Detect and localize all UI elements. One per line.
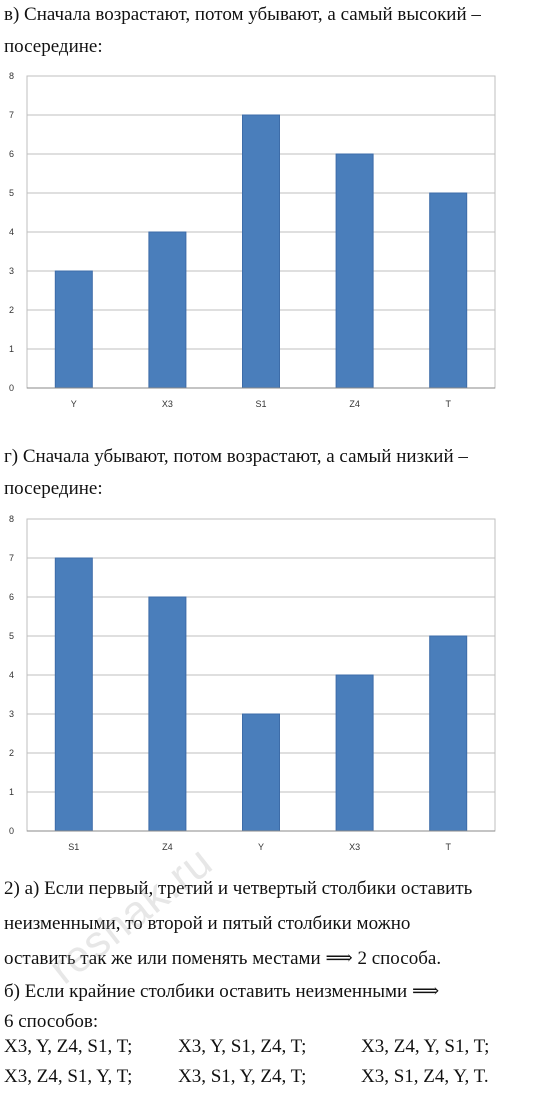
chart-v-svg: 0 1 2 3 4 5 6 7 8 Y X3 S1 Z4 T [9,71,496,409]
y-tick-label: 8 [9,514,14,524]
bar-s1 [242,114,280,389]
part2-line4: б) Если крайние столбики оставить неизме… [4,981,440,1002]
y-tick-label: 4 [9,227,14,237]
y-tick-label: 6 [9,592,14,602]
y-tick-label: 5 [9,631,14,641]
part2-line2: неизменными, то второй и пятый столбики … [4,913,411,934]
y-tick-label: 0 [9,383,14,393]
bar-x3 [148,231,187,389]
bar-z4 [335,153,374,389]
y-tick-label: 1 [9,787,14,797]
x-tick-label: S1 [255,399,266,409]
y-tick-label: 3 [9,709,14,719]
x-tick-label: Y [258,842,264,852]
y-tick-label: 3 [9,266,14,276]
bar-y [242,713,280,832]
way-1: X3, Y, Z4, S1, T; [4,1036,133,1057]
way-6: X3, S1, Z4, Y, T. [361,1066,489,1087]
x-tick-label: Y [71,399,77,409]
y-tick-label: 7 [9,553,14,563]
part2-line1: 2) а) Если первый, третий и четвертый ст… [4,878,473,899]
y-tick-label: 2 [9,305,14,315]
y-tick-label: 2 [9,748,14,758]
way-3: X3, Z4, Y, S1, T; [361,1036,490,1057]
x-tick-label: S1 [68,842,79,852]
bar-t [429,192,468,389]
way-4: X3, Z4, S1, Y, T; [4,1066,133,1087]
bar-x3 [335,674,374,832]
y-tick-label: 7 [9,110,14,120]
bar-s1 [54,557,93,832]
section-g-heading-line1: г) Сначала убывают, потом возрастают, а … [4,446,468,467]
y-tick-label: 0 [9,826,14,836]
x-tick-label: X3 [349,842,360,852]
way-5: X3, S1, Y, Z4, T; [178,1066,307,1087]
y-tick-label: 5 [9,188,14,198]
bar-t [429,635,468,832]
y-tick-label: 8 [9,71,14,81]
chart-g: 0 1 2 3 4 5 6 7 8 S1 Z4 Y X3 T [0,505,539,865]
chart-g-svg: 0 1 2 3 4 5 6 7 8 S1 Z4 Y X3 T [9,514,496,852]
part2-line5: 6 способов: [4,1011,99,1032]
x-tick-label: Z4 [162,842,173,852]
x-tick-label: Z4 [349,399,360,409]
x-tick-label: T [445,399,451,409]
chart-v: 0 1 2 3 4 5 6 7 8 Y X3 S1 Z4 T [0,62,539,422]
x-tick-label: X3 [162,399,173,409]
section-v-heading-line1: в) Сначала возрастают, потом убывают, а … [4,4,481,25]
y-tick-label: 6 [9,149,14,159]
y-tick-label: 1 [9,344,14,354]
part2-line3: оставить так же или поменять местами ⟹ 2… [4,948,442,969]
ways-row-1: X3, Y, Z4, S1, T; X3, Y, S1, Z4, T; X3, Z4… [4,1032,489,1062]
x-tick-label: T [445,842,451,852]
way-2: X3, Y, S1, Z4, T; [178,1036,307,1057]
section-v-heading-line2: посередине: [4,36,103,57]
section-g-heading-line2: посередине: [4,478,103,499]
bar-z4 [148,596,187,832]
ways-row-2: X3, Z4, S1, Y, T; X3, S1, Y, Z4, T; X3, S1… [4,1062,489,1092]
bar-y [54,270,93,389]
y-tick-label: 4 [9,670,14,680]
